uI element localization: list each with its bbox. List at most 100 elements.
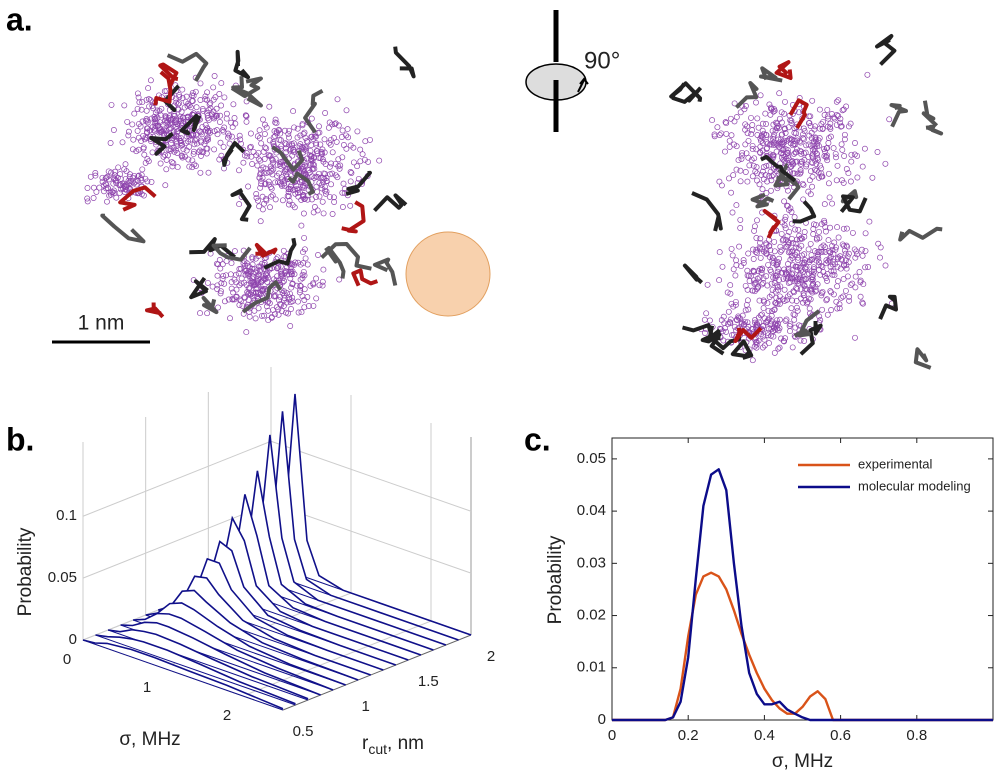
atom-point xyxy=(283,173,290,180)
atom-point xyxy=(800,290,807,297)
atom-point xyxy=(711,131,718,138)
atom-point xyxy=(216,91,223,97)
atom-point xyxy=(784,232,791,239)
atom-point xyxy=(204,310,211,317)
atom-point xyxy=(322,161,329,167)
atom-point xyxy=(139,166,146,173)
x-tick-label: 0 xyxy=(63,651,71,668)
atom-point xyxy=(833,121,840,128)
atom-point xyxy=(287,275,294,282)
atom-point xyxy=(794,170,801,177)
atom-point xyxy=(704,281,711,288)
atom-point xyxy=(132,178,139,185)
atom-point xyxy=(792,158,799,165)
atom-point xyxy=(263,169,270,176)
atom-point xyxy=(751,343,758,350)
atom-point xyxy=(302,255,309,262)
highlight-circle xyxy=(405,231,491,317)
atom-point xyxy=(842,287,849,294)
atom-point xyxy=(267,204,273,211)
atom-point xyxy=(269,159,276,166)
atom-point xyxy=(242,268,248,275)
atom-point xyxy=(347,169,354,175)
atom-point xyxy=(300,182,307,189)
atom-point xyxy=(207,105,214,112)
atom-point xyxy=(301,234,308,241)
atom-point xyxy=(718,130,725,137)
atom-point xyxy=(720,313,727,320)
atom-point xyxy=(770,333,777,340)
molecule-bond xyxy=(287,171,315,196)
atom-point xyxy=(816,259,823,266)
atom-point xyxy=(818,248,825,255)
atom-point xyxy=(124,118,131,125)
atom-point xyxy=(770,121,777,128)
atom-point xyxy=(315,252,321,258)
atom-point xyxy=(304,294,311,300)
atom-point xyxy=(749,142,756,149)
atom-point xyxy=(189,89,196,96)
x-axis-label: σ, MHz xyxy=(772,751,833,772)
atom-point xyxy=(262,144,269,151)
atom-point xyxy=(316,129,323,136)
atom-point xyxy=(263,124,270,131)
atom-point xyxy=(824,296,831,303)
atom-point xyxy=(828,253,834,260)
atom-point xyxy=(803,300,810,307)
atom-point xyxy=(240,159,247,166)
x-tick-label: 1 xyxy=(143,679,151,696)
atom-point xyxy=(266,169,273,176)
atom-point xyxy=(200,149,207,156)
atom-point xyxy=(302,162,309,169)
atom-point xyxy=(332,172,339,179)
atom-point xyxy=(184,103,191,110)
atom-point xyxy=(236,302,243,308)
atom-point xyxy=(255,197,261,204)
atom-point xyxy=(792,226,799,233)
atom-point xyxy=(204,97,210,103)
atom-point xyxy=(162,182,169,189)
molecule-bond xyxy=(925,124,944,136)
atom-point xyxy=(228,285,235,292)
atom-point xyxy=(258,180,265,187)
atom-point xyxy=(854,174,861,181)
atom-point xyxy=(339,204,346,210)
atom-point xyxy=(785,239,792,245)
atom-point xyxy=(744,319,751,326)
atom-point xyxy=(824,144,831,151)
atom-point xyxy=(280,302,287,309)
atom-point xyxy=(839,241,846,248)
atom-point xyxy=(283,309,289,316)
atom-point xyxy=(802,149,809,156)
atom-point xyxy=(281,177,288,184)
atom-point xyxy=(202,93,209,100)
atom-point xyxy=(277,263,284,270)
atom-point xyxy=(830,145,837,152)
atom-point xyxy=(191,141,198,148)
grid-line xyxy=(270,440,472,512)
atom-point xyxy=(763,247,770,254)
atom-point xyxy=(823,153,829,160)
atom-point xyxy=(343,132,350,139)
atom-point xyxy=(172,147,179,154)
atom-point xyxy=(741,106,748,113)
atom-point xyxy=(793,285,800,291)
atom-point xyxy=(193,104,200,111)
atom-point xyxy=(760,280,767,286)
atom-point xyxy=(308,115,315,122)
atom-point xyxy=(197,310,203,317)
atom-point xyxy=(827,120,834,127)
atom-point xyxy=(297,287,304,294)
atom-point xyxy=(197,97,204,103)
atom-point xyxy=(753,246,760,253)
atom-point xyxy=(256,135,263,142)
atom-point xyxy=(143,107,150,114)
atom-point xyxy=(818,165,825,172)
atom-point xyxy=(845,170,852,177)
atom-point xyxy=(331,194,337,201)
atom-point xyxy=(800,292,807,299)
atom-point xyxy=(281,182,288,189)
atom-point xyxy=(299,122,306,129)
atom-point xyxy=(103,185,110,192)
atom-point xyxy=(757,149,764,156)
